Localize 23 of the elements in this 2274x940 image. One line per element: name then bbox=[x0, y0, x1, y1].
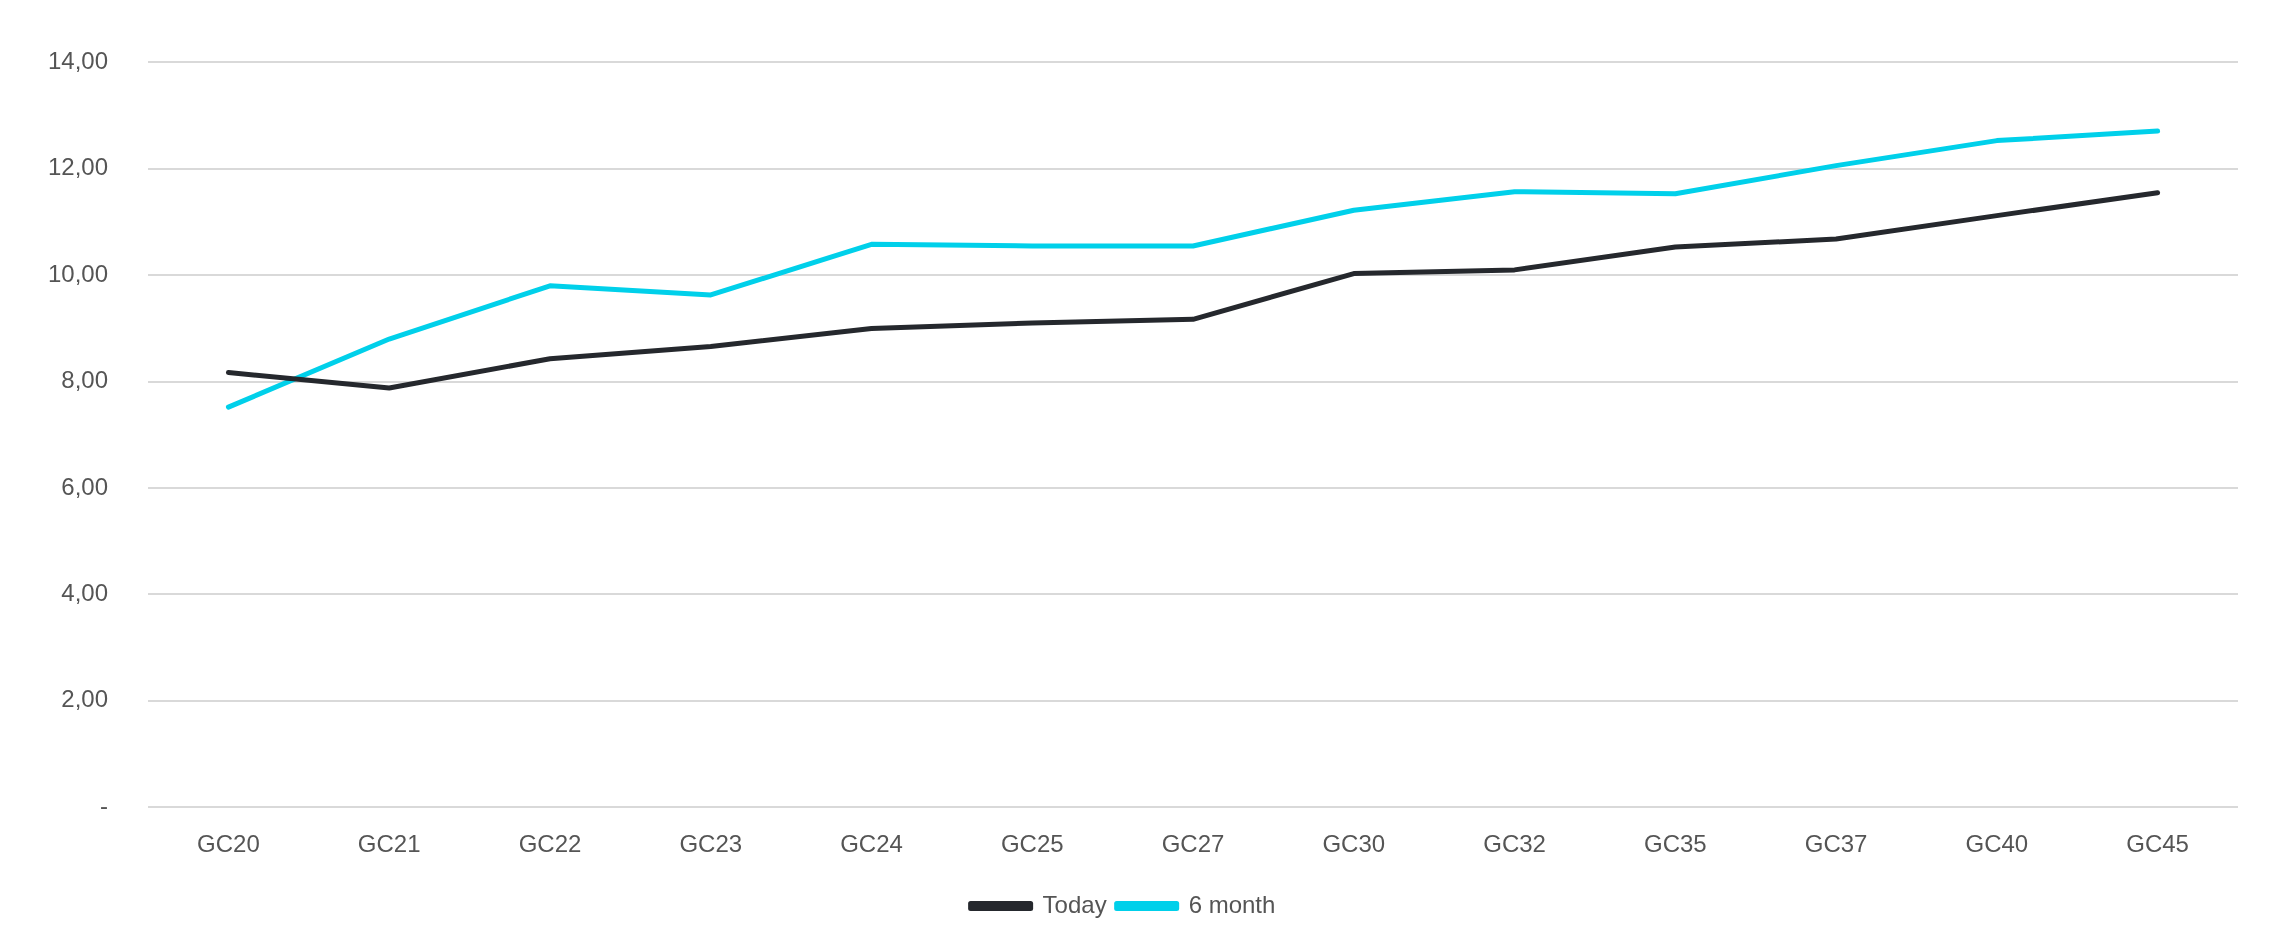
x-tick-label: GC30 bbox=[1322, 830, 1386, 858]
x-tick-label: GC20 bbox=[197, 830, 260, 858]
x-tick-label: GC24 bbox=[840, 830, 903, 858]
x-tick-label: GC22 bbox=[518, 830, 582, 858]
x-tick-label: GC27 bbox=[1161, 830, 1225, 858]
x-tick-label: GC32 bbox=[1483, 830, 1546, 858]
y-tick-label: 10,00 bbox=[48, 259, 109, 287]
y-tick-label: 8,00 bbox=[61, 366, 109, 394]
x-tick-label: GC45 bbox=[2126, 830, 2189, 858]
y-tick-label: 6,00 bbox=[61, 472, 109, 500]
legend-label: Today bbox=[1042, 890, 1107, 918]
x-tick-label: GC23 bbox=[679, 830, 743, 858]
x-tick-label: GC40 bbox=[1965, 830, 2029, 858]
x-tick-label: GC35 bbox=[1643, 830, 1707, 858]
x-tick-label: GC21 bbox=[357, 830, 421, 858]
x-tick-label: GC37 bbox=[1804, 830, 1868, 858]
x-tick-label: GC25 bbox=[1000, 830, 1064, 858]
y-tick-label: 12,00 bbox=[48, 153, 109, 181]
y-tick-label: 14,00 bbox=[48, 47, 109, 75]
y-tick-label: 4,00 bbox=[61, 579, 109, 607]
legend-label: 6 month bbox=[1188, 890, 1276, 918]
y-tick-label: - bbox=[100, 791, 109, 819]
y-tick-label: 2,00 bbox=[61, 685, 109, 713]
